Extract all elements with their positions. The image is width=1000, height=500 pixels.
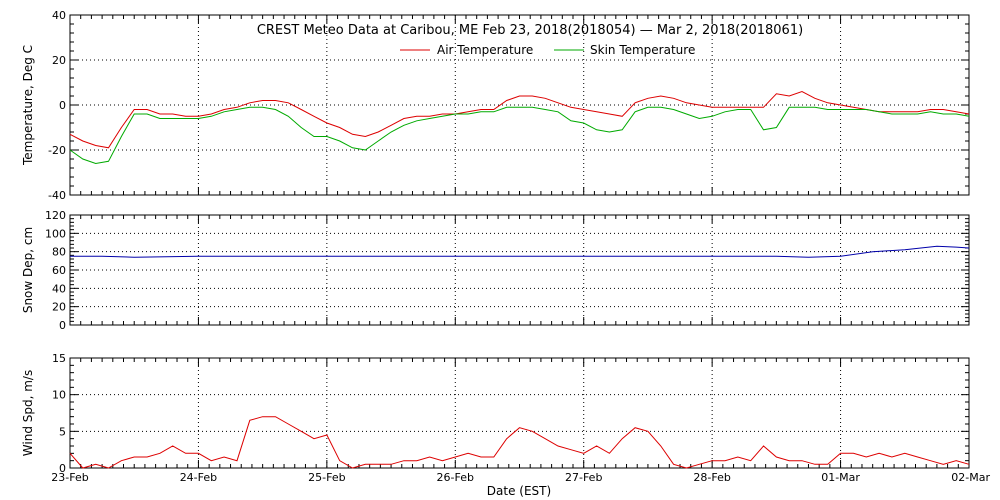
snow-depth-y-tick-label: 60 xyxy=(52,264,66,277)
snow-depth-y-tick-label: 20 xyxy=(52,301,66,314)
legend-label-air: Air Temperature xyxy=(437,43,533,57)
wind-speed-y-tick-label: 0 xyxy=(59,462,66,475)
wind-speed-series-line-0 xyxy=(69,416,970,469)
x-tick-label: 24-Feb xyxy=(180,471,217,484)
x-tick-label: 27-Feb xyxy=(565,471,602,484)
temperature-ticks: -40 -20 0 20 40 xyxy=(48,9,970,202)
temperature-y-tick-label: 40 xyxy=(52,9,66,22)
temperature-series-line-1 xyxy=(69,106,970,165)
wind-speed-y-tick-label: 10 xyxy=(52,389,66,402)
x-tick-label: 25-Feb xyxy=(308,471,345,484)
wind-speed-y-axis-label: Wind Spd, m/s xyxy=(21,370,35,456)
wind-speed-y-tick-label: 15 xyxy=(52,352,66,365)
x-tick-label: 23-Feb xyxy=(51,471,88,484)
chart-title: CREST Meteo Data at Caribou, ME Feb 23, … xyxy=(257,23,803,38)
x-axis-label: Date (EST) xyxy=(487,484,551,498)
snow-depth-ticks: 0 20 40 60 80 100 120 xyxy=(45,209,970,332)
wind-speed-panel: 0 5 10 15 Wind Spd, m/s xyxy=(21,352,970,475)
temperature-y-tick-label: 0 xyxy=(59,99,66,112)
temperature-y-tick-label: -20 xyxy=(48,144,66,157)
temperature-series xyxy=(69,90,970,165)
legend: Air Temperature Skin Temperature xyxy=(400,43,695,57)
wind-speed-series xyxy=(69,416,970,469)
temperature-y-tick-label: 20 xyxy=(52,54,66,67)
temperature-y-tick-label: -40 xyxy=(48,189,66,202)
snow-depth-series-line-0 xyxy=(70,245,970,258)
wind-speed-ticks: 0 5 10 15 xyxy=(52,352,970,475)
x-tick-labels: 23-Feb 24-Feb 25-Feb 26-Feb 27-Feb 28-Feb 01-M… xyxy=(51,471,990,484)
snow-depth-y-axis-label: Snow Dep, cm xyxy=(21,227,35,313)
x-tick-label: 28-Feb xyxy=(693,471,730,484)
temperature-panel: -40 -20 0 20 40 Temperature, Deg C xyxy=(21,9,970,202)
wind-speed-y-tick-label: 5 xyxy=(59,425,66,438)
x-tick-label: 26-Feb xyxy=(437,471,474,484)
snow-depth-y-tick-label: 0 xyxy=(59,319,66,332)
snow-depth-series xyxy=(70,245,970,258)
legend-label-skin: Skin Temperature xyxy=(590,43,695,57)
x-tick-label: 01-Mar xyxy=(821,471,860,484)
temperature-y-axis-label: Temperature, Deg C xyxy=(21,45,35,166)
temperature-series-line-0 xyxy=(69,90,970,149)
snow-depth-y-tick-label: 80 xyxy=(52,246,66,259)
snow-depth-panel: 0 20 40 60 80 100 120 Snow Dep, cm xyxy=(21,209,970,332)
x-tick-label: 02-Mar xyxy=(951,471,990,484)
snow-depth-y-tick-label: 120 xyxy=(45,209,66,222)
snow-depth-y-tick-label: 100 xyxy=(45,227,66,240)
snow-depth-y-tick-label: 40 xyxy=(52,282,66,295)
